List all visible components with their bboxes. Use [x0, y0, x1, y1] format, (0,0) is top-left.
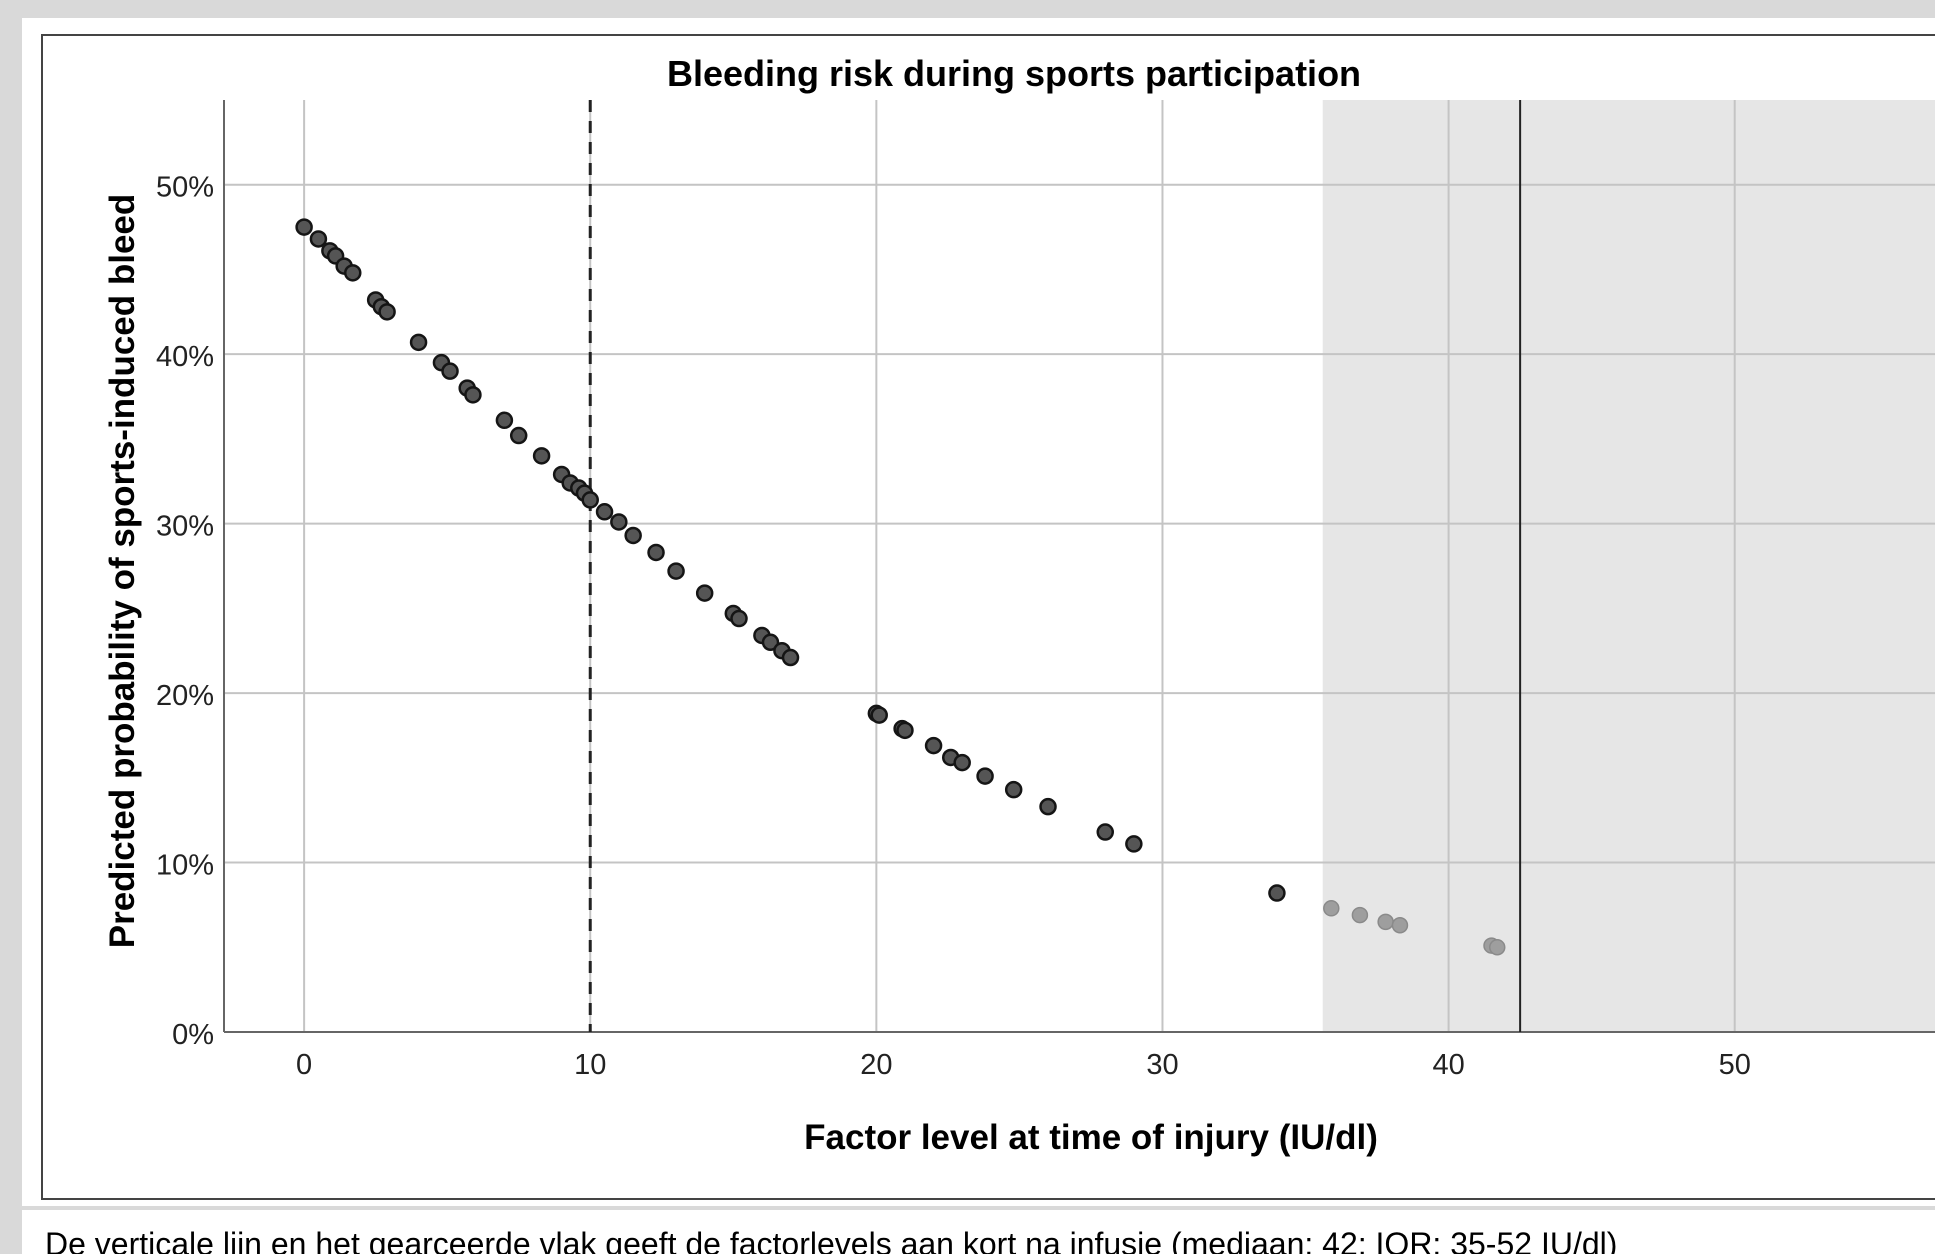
y-tick-label: 10%	[156, 850, 214, 882]
data-point	[870, 706, 888, 724]
data-point	[595, 503, 614, 521]
shaded-region	[1322, 100, 1935, 1032]
data-point	[1268, 884, 1286, 902]
y-axis-label: Predicted probability of sports-induced …	[103, 194, 142, 949]
scatter-chart: 0% 10% 20% 30% 40% 50% 0 10 20 30 40 50 Bleeding r…	[41, 34, 1935, 1200]
data-point	[896, 721, 914, 740]
y-tick-label: 20%	[156, 680, 214, 712]
data-points	[295, 218, 1506, 956]
data-point	[667, 562, 685, 580]
caption-panel: De verticale lijn en het gearceerde vlak…	[22, 1210, 1935, 1254]
data-point	[1039, 797, 1057, 816]
data-point	[647, 543, 665, 562]
data-point	[309, 230, 328, 248]
data-point	[532, 447, 551, 465]
data-point	[495, 411, 514, 430]
data-point	[378, 303, 396, 321]
x-tick-labels: 0 10 20 30 40 50	[296, 1049, 1751, 1081]
data-point	[781, 648, 800, 667]
data-point	[1488, 939, 1506, 956]
data-point	[953, 753, 971, 772]
data-point	[464, 386, 482, 404]
data-point	[295, 218, 313, 236]
data-point	[1004, 780, 1023, 799]
x-axis-label: Factor level at time of injury (IU/dl)	[804, 1118, 1378, 1157]
data-point	[1323, 900, 1340, 917]
data-point	[441, 362, 459, 380]
data-point	[1391, 916, 1409, 934]
x-tick-label: 0	[296, 1049, 312, 1081]
x-tick-label: 40	[1432, 1049, 1464, 1081]
data-point	[581, 491, 599, 509]
data-point	[1125, 835, 1143, 853]
x-tick-label: 10	[574, 1049, 606, 1081]
chart-title: Bleeding risk during sports participatio…	[667, 53, 1361, 94]
data-point	[1351, 906, 1369, 924]
y-tick-label: 0%	[172, 1019, 214, 1051]
data-point	[610, 513, 628, 531]
y-tick-label: 40%	[156, 341, 214, 373]
data-point	[344, 264, 362, 282]
x-tick-label: 30	[1146, 1049, 1178, 1081]
y-tick-label: 30%	[156, 511, 214, 543]
x-tick-label: 50	[1719, 1049, 1751, 1081]
data-point	[509, 426, 528, 445]
data-point	[1377, 913, 1394, 931]
data-point	[976, 767, 994, 785]
x-tick-label: 20	[860, 1049, 892, 1081]
data-point	[409, 333, 428, 352]
data-point	[1096, 823, 1115, 841]
y-tick-labels: 0% 10% 20% 30% 40% 50%	[156, 172, 214, 1051]
data-point	[924, 736, 943, 755]
data-point	[761, 633, 780, 652]
data-point	[695, 584, 714, 602]
data-point	[624, 526, 642, 545]
figure-panel: 0% 10% 20% 30% 40% 50% 0 10 20 30 40 50 Bleeding r…	[22, 18, 1935, 1206]
figure-caption: De verticale lijn en het gearceerde vlak…	[45, 1226, 1618, 1254]
data-point	[730, 609, 748, 628]
y-tick-label: 50%	[156, 172, 214, 204]
